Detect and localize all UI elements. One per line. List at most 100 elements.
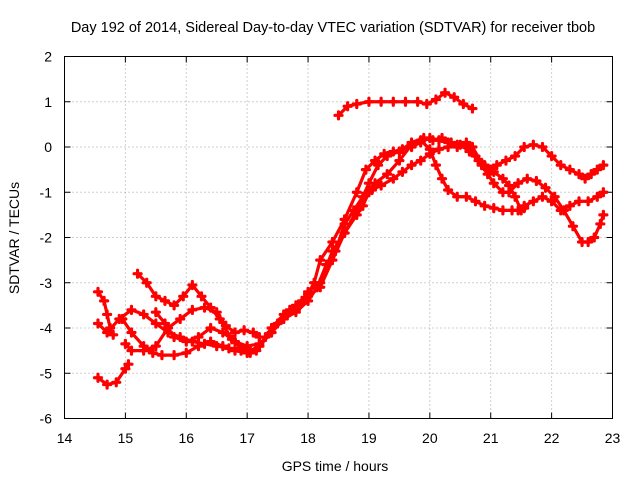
data-point	[108, 329, 119, 340]
data-point	[436, 173, 448, 184]
data-point	[513, 205, 524, 216]
data-point	[592, 164, 603, 175]
data-point	[546, 196, 557, 207]
data-point	[372, 160, 384, 171]
data-point	[138, 341, 149, 352]
data-point	[488, 202, 499, 214]
data-point	[592, 191, 603, 202]
grid-lines	[64, 56, 613, 419]
data-point	[406, 139, 417, 150]
data-point	[156, 350, 168, 361]
data-point	[92, 318, 104, 329]
data-point	[443, 184, 454, 196]
y-axis-label: SDTVAR / TECUs	[6, 182, 22, 294]
data-point	[117, 313, 128, 325]
data-point	[509, 150, 521, 162]
data-point	[147, 347, 158, 358]
data-point	[382, 169, 393, 180]
data-point	[540, 182, 551, 193]
y-tick-label: -2	[40, 230, 53, 246]
data-point	[351, 187, 362, 198]
data-point	[546, 150, 557, 162]
data-point	[394, 155, 405, 166]
data-point	[564, 200, 575, 211]
data-point	[169, 300, 180, 311]
data-point	[214, 313, 225, 325]
data-point	[333, 110, 344, 121]
data-point	[436, 132, 448, 144]
data-point	[531, 175, 542, 187]
data-point	[488, 178, 499, 189]
data-point	[132, 268, 143, 279]
data-point	[394, 146, 405, 157]
y-tick-label: -3	[40, 275, 53, 291]
data-point	[519, 200, 530, 211]
data-point	[573, 196, 585, 207]
data-point	[205, 322, 216, 334]
data-point	[175, 313, 186, 325]
data-point	[102, 379, 113, 390]
data-point	[102, 327, 113, 338]
data-point	[583, 196, 594, 207]
data-point	[272, 318, 283, 329]
data-point	[586, 169, 597, 180]
data-point	[595, 218, 606, 230]
data-point	[242, 347, 253, 358]
data-point	[229, 327, 241, 338]
data-point	[339, 218, 350, 230]
data-point	[583, 236, 594, 248]
data-point	[120, 338, 131, 349]
data-point	[400, 96, 411, 107]
y-tick-label: -5	[40, 365, 53, 381]
data-point	[519, 141, 530, 153]
data-point	[217, 341, 228, 352]
y-tick-label: -4	[40, 320, 53, 336]
data-point	[205, 302, 216, 313]
data-point	[284, 304, 295, 315]
x-tick-label: 14	[57, 430, 73, 446]
data-point	[433, 144, 445, 155]
series-arc-8	[117, 135, 609, 361]
data-point	[229, 345, 241, 356]
data-point	[503, 180, 515, 191]
data-point	[181, 347, 192, 358]
x-tick-labels: 14 15 16 17 18 19 20 21 22 23	[57, 430, 621, 446]
series-arc-1	[333, 87, 478, 121]
data-point	[497, 173, 508, 184]
data-point	[138, 309, 149, 320]
data-point	[424, 144, 435, 155]
data-point	[260, 331, 271, 343]
data-point	[412, 96, 423, 107]
data-point	[150, 291, 161, 302]
x-tick-label: 20	[422, 430, 438, 446]
x-tick-label: 21	[483, 430, 499, 446]
data-point	[369, 178, 381, 189]
data-point	[342, 101, 353, 112]
data-point	[555, 160, 566, 171]
plot-frame	[64, 56, 613, 419]
data-point	[239, 325, 250, 336]
data-point	[169, 331, 180, 343]
data-point	[509, 191, 521, 202]
data-point	[439, 87, 451, 98]
data-series	[92, 87, 609, 390]
data-point	[178, 291, 189, 302]
data-point	[449, 92, 460, 103]
data-point	[217, 327, 228, 338]
data-point	[528, 139, 539, 150]
data-point	[598, 160, 609, 171]
data-point	[315, 255, 326, 266]
data-point	[497, 205, 508, 216]
data-point	[363, 187, 375, 198]
data-point	[327, 236, 338, 248]
data-point	[150, 341, 161, 352]
y-tick-label: -6	[40, 411, 53, 427]
data-point	[479, 160, 490, 171]
x-tick-label: 23	[605, 430, 621, 446]
x-tick-label: 16	[178, 430, 194, 446]
data-point	[415, 135, 426, 146]
x-tick-label: 19	[361, 430, 377, 446]
data-point	[446, 137, 457, 148]
data-point	[464, 146, 475, 157]
